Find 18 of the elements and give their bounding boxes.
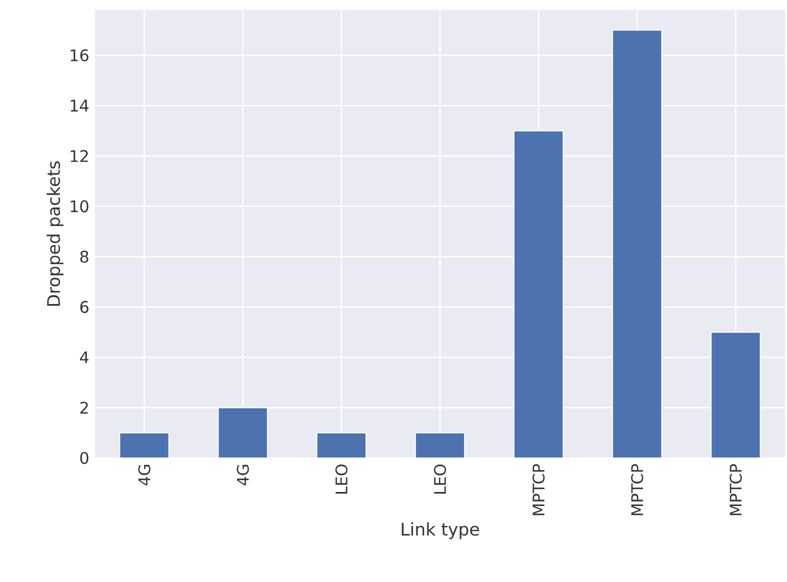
y-tick-label: 14 (70, 100, 89, 112)
x-tick-label: MPTCP (532, 464, 545, 516)
x-tick-label: 4G (236, 464, 249, 486)
x-tick-label: 4G (138, 464, 150, 486)
y-axis-title: Dropped packets (46, 161, 64, 306)
x-tick-label: LEO (335, 464, 348, 494)
y-tick-label: 2 (80, 402, 88, 414)
y-tick-label: 6 (80, 300, 88, 314)
x-tick-label: MPTCP (631, 464, 644, 516)
x-tick-label: MPTCP (730, 464, 742, 516)
y-tick-label: 8 (80, 250, 88, 263)
y-tick-label: 0 (80, 452, 88, 464)
y-tick-label: 16 (70, 49, 88, 62)
x-tick-label: LEO (434, 464, 446, 494)
y-tick-label: 12 (70, 150, 88, 162)
y-tick-label: 4 (80, 351, 89, 364)
x-axis-title: Link type (402, 522, 479, 540)
y-tick-label: 10 (70, 200, 88, 212)
